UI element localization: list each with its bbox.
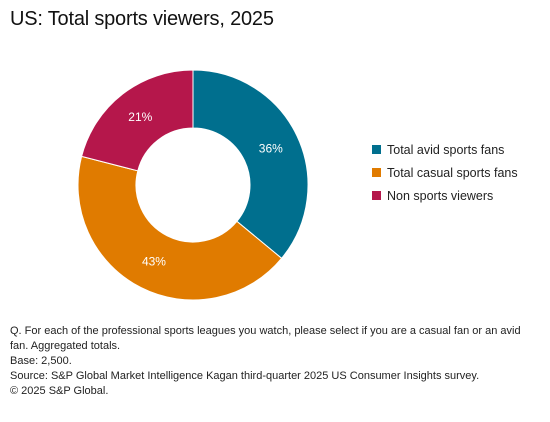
base-note: Base: 2,500.: [10, 355, 72, 367]
donut-label-avid: 36%: [259, 141, 283, 155]
chart-title: US: Total sports viewers, 2025: [10, 8, 274, 30]
legend-swatch-non: [372, 191, 381, 200]
chart-notes: Q. For each of the professional sports l…: [10, 324, 540, 399]
legend-item-casual: Total casual sports fans: [372, 161, 518, 184]
donut-chart: 36% 43% 21%: [77, 69, 309, 301]
legend-label-non: Non sports viewers: [387, 188, 494, 203]
donut-slice-casual: [77, 155, 283, 301]
donut-slice-non: [81, 69, 194, 172]
legend-item-non: Non sports viewers: [372, 184, 518, 207]
legend-item-avid: Total avid sports fans: [372, 138, 518, 161]
donut-slice-avid: [192, 69, 309, 260]
legend-label-avid: Total avid sports fans: [387, 142, 505, 157]
survey-question: Q. For each of the professional sports l…: [10, 325, 521, 352]
source-note: Source: S&P Global Market Intelligence K…: [10, 370, 480, 382]
copyright-note: © 2025 S&P Global.: [10, 385, 109, 397]
donut-label-non: 21%: [128, 110, 152, 124]
donut-label-casual: 43%: [142, 255, 166, 269]
legend-swatch-avid: [372, 145, 381, 154]
chart-legend: Total avid sports fans Total casual spor…: [372, 138, 518, 207]
legend-swatch-casual: [372, 168, 381, 177]
legend-label-casual: Total casual sports fans: [387, 165, 518, 180]
